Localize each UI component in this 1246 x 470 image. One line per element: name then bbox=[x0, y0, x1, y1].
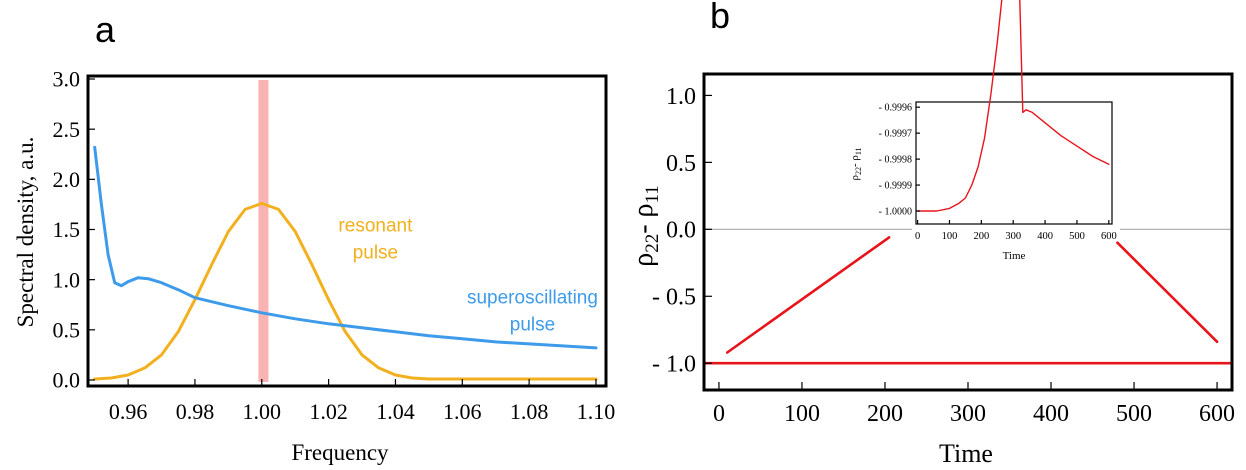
inset-background bbox=[912, 98, 1120, 232]
inset-y-label-mid: - ρ bbox=[849, 155, 861, 167]
inset-x-tick-label-0: 0 bbox=[915, 231, 920, 242]
annotations-a: resonant pulse superoscillating pulse bbox=[338, 216, 598, 336]
a-y-tick-label-1: 0.5 bbox=[53, 318, 81, 343]
panel-label-a: a bbox=[95, 9, 116, 50]
inset-y-tick-label-1: - 0.9999 bbox=[879, 181, 912, 192]
y-axis-label-b: ρ22- ρ11 bbox=[628, 185, 663, 267]
inset-y-label-sub-22: 22 bbox=[854, 167, 863, 175]
inset-series-group bbox=[916, 0, 1110, 212]
b-x-tick-label-6: 600 bbox=[1199, 401, 1235, 427]
inset-x-tick-label-5: 500 bbox=[1069, 231, 1085, 242]
inset-x-tick-label-2: 200 bbox=[973, 231, 989, 242]
annotation-0-line-1: pulse bbox=[353, 243, 398, 264]
inset-y-label-sub-11: 11 bbox=[854, 147, 863, 155]
panel-label-b: b bbox=[710, 0, 730, 36]
y-label-b-sub-22: 22 bbox=[642, 234, 663, 253]
chart-panel-b: b 0 100 200 300 400 500 600 1.0 0.5 0.0 - 0.5 - 1.… bbox=[628, 0, 1235, 468]
series-group-b bbox=[702, 236, 1234, 365]
y-axis-ticks-b: 1.0 0.5 0.0 - 0.5 - 1.0 bbox=[652, 84, 712, 378]
inset-chart: 0 100 200 300 400 500 600 - 1.0000 - 0.9999 - 0.… bbox=[849, 0, 1120, 262]
a-x-tick-label-0: 0.96 bbox=[109, 399, 148, 424]
x-axis-ticks-a: 0.96 0.98 1.00 1.02 1.04 1.06 1.08 1.10 bbox=[109, 379, 615, 424]
inset-x-tick-label-3: 300 bbox=[1005, 231, 1021, 242]
a-y-tick-label-3: 1.5 bbox=[53, 217, 81, 242]
b-series-line-1 bbox=[1116, 241, 1219, 344]
y-label-b-sub-11: 11 bbox=[642, 185, 663, 203]
x-axis-label-b: Time bbox=[939, 439, 993, 468]
b-x-tick-label-3: 300 bbox=[950, 401, 986, 427]
a-y-tick-label-5: 2.5 bbox=[53, 117, 81, 142]
inset-x-tick-label-4: 400 bbox=[1037, 231, 1053, 242]
inset-y-tick-label-3: - 0.9997 bbox=[879, 129, 912, 140]
inset-y-tick-label-4: - 0.9996 bbox=[879, 103, 912, 114]
annotation-1-line-0: superoscillating bbox=[467, 288, 598, 309]
a-x-tick-label-2: 1.00 bbox=[243, 399, 282, 424]
a-y-tick-label-2: 1.0 bbox=[53, 267, 81, 292]
inset-frame bbox=[915, 101, 1113, 225]
b-y-tick-label-3: - 0.5 bbox=[652, 285, 696, 311]
b-y-tick-label-2: 0.0 bbox=[666, 218, 696, 244]
a-x-tick-label-1: 0.98 bbox=[176, 399, 215, 424]
annotation-0-line-0: resonant bbox=[338, 216, 413, 237]
a-x-tick-label-5: 1.06 bbox=[443, 399, 482, 424]
inset-x-tick-label-6: 600 bbox=[1101, 231, 1117, 242]
a-series-line-1 bbox=[93, 145, 598, 350]
inset-y-axis-label: ρ22- ρ11 bbox=[849, 147, 863, 180]
a-x-tick-label-4: 1.04 bbox=[376, 399, 415, 424]
inset-x-tick-label-1: 100 bbox=[942, 231, 958, 242]
x-axis-ticks-b: 0 100 200 300 400 500 600 bbox=[713, 382, 1235, 427]
plot-frame-a bbox=[86, 74, 608, 388]
a-y-tick-label-0: 0.0 bbox=[53, 368, 81, 393]
a-x-tick-label-3: 1.02 bbox=[309, 399, 348, 424]
b-y-tick-label-0: 1.0 bbox=[666, 84, 696, 110]
b-x-tick-label-4: 400 bbox=[1033, 401, 1069, 427]
a-y-tick-label-4: 2.0 bbox=[53, 167, 81, 192]
series-group-a bbox=[93, 145, 598, 381]
inset-y-ticks: - 1.0000 - 0.9999 - 0.9998 - 0.9997 - 0.9996 bbox=[879, 103, 920, 218]
b-x-tick-label-0: 0 bbox=[713, 401, 725, 427]
y-label-b-rho: ρ bbox=[628, 253, 659, 267]
b-y-tick-label-1: 0.5 bbox=[666, 151, 696, 177]
a-x-tick-label-7: 1.10 bbox=[577, 399, 616, 424]
inset-y-tick-label-0: - 1.0000 bbox=[879, 207, 912, 218]
b-x-tick-label-5: 500 bbox=[1116, 401, 1152, 427]
a-y-tick-label-6: 3.0 bbox=[53, 67, 81, 92]
y-axis-ticks-a: 0.0 0.5 1.0 1.5 2.0 2.5 3.0 bbox=[53, 67, 95, 393]
inset-series-line-0 bbox=[916, 0, 1110, 212]
inset-y-tick-label-2: - 0.9998 bbox=[879, 155, 912, 166]
inset-x-ticks: 0 100 200 300 400 500 600 bbox=[915, 220, 1117, 242]
inset-x-axis-label: Time bbox=[1003, 250, 1026, 262]
b-x-tick-label-1: 100 bbox=[784, 401, 820, 427]
chart-panel-a: a 0.96 0.98 1.00 1.02 1.04 1.06 1.08 1.10 0.00.… bbox=[13, 9, 615, 465]
a-series-line-0 bbox=[93, 201, 598, 381]
annotation-1-line-1: pulse bbox=[510, 315, 555, 336]
y-axis-label-a: Spectral density, a.u. bbox=[13, 137, 38, 328]
y-label-b-mid: - ρ bbox=[628, 204, 659, 234]
a-x-tick-label-6: 1.08 bbox=[510, 399, 549, 424]
resonance-band bbox=[258, 80, 269, 382]
x-axis-label-a: Frequency bbox=[291, 440, 389, 465]
b-series-line-0 bbox=[725, 236, 891, 354]
b-y-tick-label-4: - 1.0 bbox=[652, 352, 696, 378]
inset-y-label-rho: ρ bbox=[849, 175, 861, 181]
b-x-tick-label-2: 200 bbox=[867, 401, 903, 427]
